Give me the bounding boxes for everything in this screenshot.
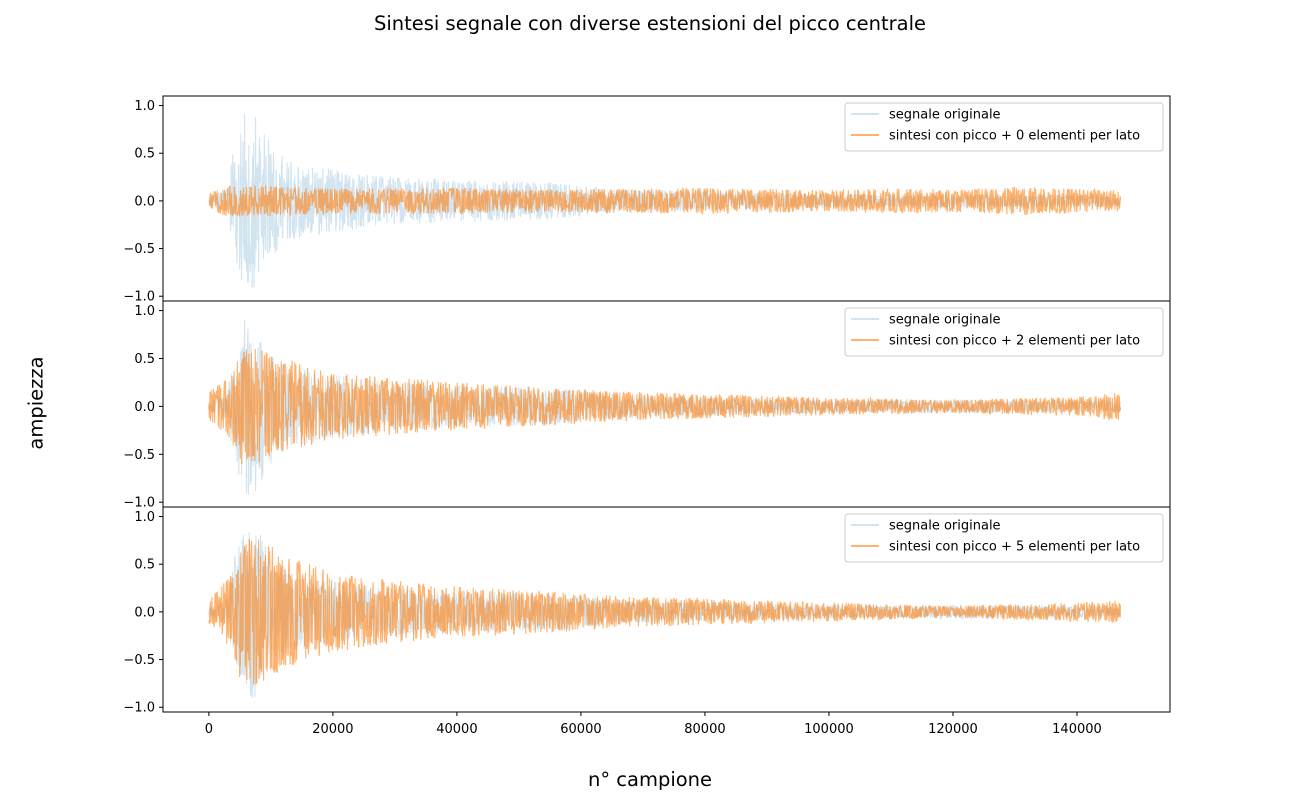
legend-label: sintesi con picco + 5 elementi per lato [889, 540, 1140, 555]
plot-area [208, 319, 1121, 495]
legend-box [844, 102, 1164, 152]
x-tick-label: 80000 [684, 722, 725, 737]
legend-label: sintesi con picco + 2 elementi per lato [889, 334, 1140, 349]
legend-box [844, 513, 1164, 563]
legend-label: segnale originale [889, 313, 1001, 328]
x-axis-label: n° campione [587, 768, 713, 791]
y-tick-label: 0.5 [134, 352, 155, 367]
y-tick-label: −1.0 [123, 701, 155, 716]
x-tick-label: 120000 [928, 722, 978, 737]
x-tick-label: 60000 [560, 722, 601, 737]
x-tick-label: 40000 [436, 722, 477, 737]
figure-title: Sintesi segnale con diverse estensioni d… [373, 12, 927, 35]
y-tick-label: −1.0 [123, 290, 155, 305]
y-tick-label: 1.0 [134, 510, 155, 525]
legend: segnale originale sintesi con picco + 2 e… [844, 307, 1164, 357]
y-tick-label: 0.5 [134, 558, 155, 573]
legend-box [844, 307, 1164, 357]
y-tick-label: −0.5 [123, 448, 155, 463]
x-tick-label: 140000 [1052, 722, 1102, 737]
plot-area [208, 113, 1121, 289]
x-tick-label: 0 [205, 722, 213, 737]
y-tick-label: −1.0 [123, 496, 155, 511]
y-tick-label: −0.5 [123, 242, 155, 257]
legend-label: sintesi con picco + 0 elementi per lato [889, 129, 1140, 144]
legend-label: segnale originale [889, 519, 1001, 534]
y-tick-label: 0.5 [134, 147, 155, 162]
series-line-sintesi [208, 185, 1121, 217]
axes-frame [162, 506, 1171, 713]
plot-area [208, 532, 1121, 699]
legend-label: segnale originale [889, 108, 1001, 123]
y-tick-label: 1.0 [134, 304, 155, 319]
y-tick-label: 1.0 [134, 99, 155, 114]
legend: segnale originale sintesi con picco + 0 e… [844, 102, 1164, 152]
subplot-middle: −1.0 −0.5 0.0 0.5 1.0 segnale originale sintes… [123, 300, 1171, 511]
y-tick-label: 0.0 [134, 605, 155, 620]
y-tick-label: 0.0 [134, 194, 155, 209]
series-line-sintesi [208, 539, 1121, 685]
subplot-bottom: −1.0 −0.5 0.0 0.5 1.0 0 20000 40000 60000 80000 10… [123, 506, 1171, 737]
y-tick-label: 0.0 [134, 400, 155, 415]
subplot-top: −1.0 −0.5 0.0 0.5 1.0 segnale originale sintes… [123, 95, 1171, 305]
x-tick-label: 20000 [312, 722, 353, 737]
x-tick-label: 100000 [804, 722, 854, 737]
legend: segnale originale sintesi con picco + 5 e… [844, 513, 1164, 563]
y-tick-label: −0.5 [123, 653, 155, 668]
series-line-sintesi [208, 349, 1121, 464]
